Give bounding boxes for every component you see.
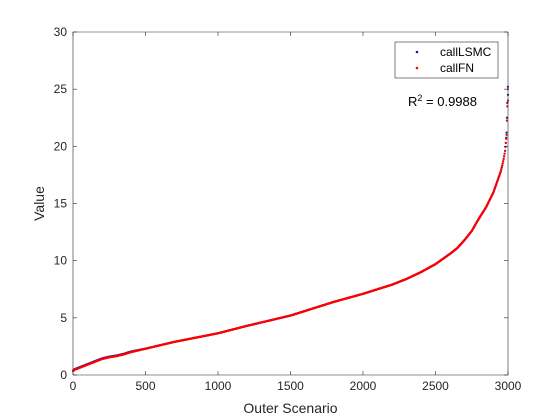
y-axis-label: Value bbox=[31, 186, 47, 221]
data-point-callFN bbox=[500, 168, 503, 171]
data-point-callFN bbox=[500, 166, 503, 169]
legend-box bbox=[394, 41, 499, 79]
r-squared-base: R bbox=[408, 94, 417, 109]
data-point-callFN bbox=[504, 141, 507, 144]
r-squared-annotation: R2 = 0.9988 bbox=[408, 93, 477, 109]
x-tick-label: 500 bbox=[135, 379, 155, 393]
data-point-callFN bbox=[505, 133, 508, 136]
data-point-callFN bbox=[503, 155, 506, 158]
data-point-callFN bbox=[499, 170, 502, 173]
series-callFN bbox=[72, 88, 510, 373]
x-tick-label: 2500 bbox=[422, 379, 449, 393]
x-tick-label: 2000 bbox=[350, 379, 377, 393]
legend: callLSMC callFN bbox=[394, 41, 499, 79]
x-axis-label: Outer Scenario bbox=[243, 400, 337, 416]
legend-marker-callLSMC bbox=[415, 50, 419, 54]
y-tick-label: 25 bbox=[54, 82, 68, 96]
data-points-group bbox=[72, 85, 510, 373]
axes-background bbox=[73, 32, 508, 375]
data-point-callFN bbox=[502, 157, 505, 161]
data-point-callFN bbox=[501, 162, 504, 165]
x-tick-label: 0 bbox=[70, 379, 77, 393]
x-tick-label: 1500 bbox=[277, 379, 304, 393]
data-point-callFN bbox=[501, 164, 504, 167]
y-tick-label: 0 bbox=[60, 368, 67, 382]
legend-marker-callFN bbox=[415, 66, 419, 70]
data-point-callFN bbox=[504, 149, 507, 153]
y-tick-label: 10 bbox=[54, 254, 68, 268]
y-tick-label: 20 bbox=[54, 139, 68, 153]
data-point-callLSMC bbox=[505, 131, 508, 134]
ticks-group: 0 500 1000 1500 2000 2500 3000 0 5 10 15 20 25 30 bbox=[54, 25, 522, 393]
data-point-callLSMC bbox=[505, 116, 509, 119]
data-point-callFN bbox=[503, 152, 506, 155]
legend-label-callLSMC: callLSMC bbox=[440, 45, 492, 59]
y-tick-label: 30 bbox=[54, 25, 68, 39]
y-tick-label: 5 bbox=[60, 311, 67, 325]
x-tick-label: 3000 bbox=[495, 379, 522, 393]
data-point-callFN bbox=[502, 160, 505, 163]
x-tick-label: 1000 bbox=[205, 379, 232, 393]
legend-label-callFN: callFN bbox=[440, 61, 474, 75]
data-point-callFN bbox=[505, 119, 509, 122]
y-tick-label: 15 bbox=[54, 197, 68, 211]
r-squared-value: = 0.9988 bbox=[422, 94, 477, 109]
data-point-callFN bbox=[505, 137, 508, 140]
r-squared-exponent: 2 bbox=[417, 93, 422, 103]
